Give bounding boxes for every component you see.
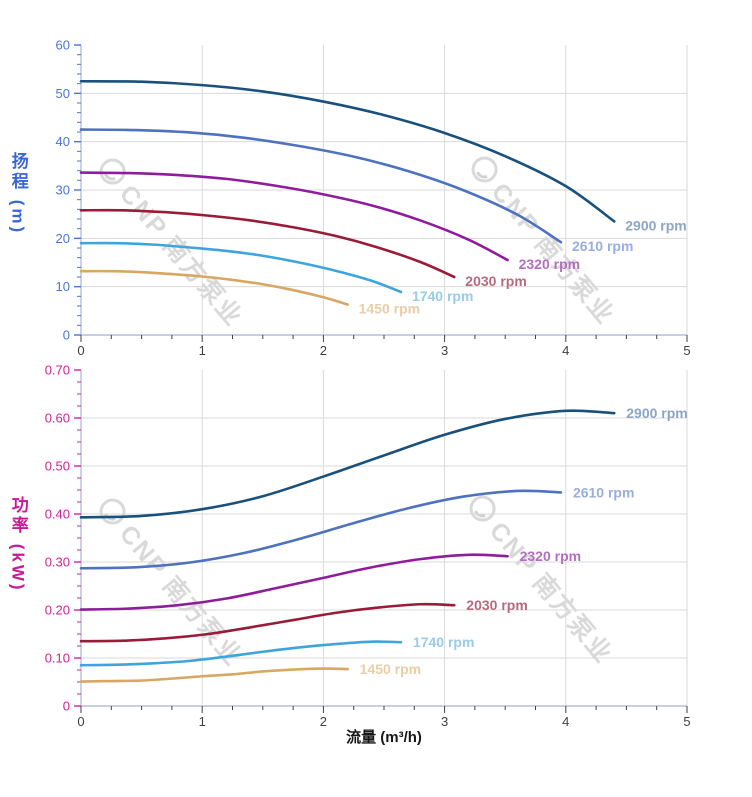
y-tick-label: 50: [56, 86, 70, 101]
curve-label-2030-rpm: 2030 rpm: [465, 273, 526, 289]
curve-label-2320-rpm: 2320 rpm: [519, 256, 580, 272]
curve-1740-rpm: [79, 640, 403, 667]
x-tick-label: 4: [562, 714, 569, 729]
y-tick-label: 30: [56, 183, 70, 198]
curve-2900-rpm: [79, 79, 616, 223]
y-tick-label: 0.40: [45, 507, 70, 522]
power-axis-title: 功率 (kW): [8, 496, 28, 593]
curve-2030-rpm: [79, 602, 456, 643]
y-tick-label: 0: [63, 699, 70, 714]
curve-2030-rpm: [79, 208, 456, 279]
y-tick-label: 0.60: [45, 411, 70, 426]
curve-label-2900-rpm: 2900 rpm: [625, 217, 686, 233]
curve-label-2030-rpm: 2030 rpm: [466, 597, 527, 613]
x-tick-label: 1: [199, 343, 206, 358]
x-tick-label: 4: [562, 343, 569, 358]
x-tick-label: 5: [683, 343, 690, 358]
curve-2320-rpm: [79, 171, 509, 262]
curve-2610-rpm: [79, 489, 563, 570]
x-tick-label: 0: [77, 343, 84, 358]
x-tick-label: 3: [441, 343, 448, 358]
y-tick-label: 60: [56, 38, 70, 53]
x-tick-label: 0: [77, 714, 84, 729]
curve-2610-rpm: [79, 128, 563, 244]
x-tick-label: 2: [320, 343, 327, 358]
y-tick-label: 0.30: [45, 555, 70, 570]
curve-label-1450-rpm: 1450 rpm: [359, 301, 420, 317]
curve-label-2320-rpm: 2320 rpm: [520, 548, 581, 564]
flow-axis-title: 流量 (m³/h): [346, 729, 422, 746]
curve-2900-rpm: [79, 409, 616, 519]
head-axis-title: 扬程 (m): [8, 152, 28, 236]
curve-label-2610-rpm: 2610 rpm: [572, 238, 633, 254]
curve-label-1450-rpm: 1450 rpm: [360, 661, 421, 677]
y-tick-label: 40: [56, 134, 70, 149]
x-tick-label: 5: [683, 714, 690, 729]
curve-label-1740-rpm: 1740 rpm: [412, 288, 473, 304]
curve-1450-rpm: [79, 667, 349, 683]
curve-2320-rpm: [79, 553, 509, 611]
curve-1740-rpm: [79, 241, 403, 294]
curve-label-2610-rpm: 2610 rpm: [573, 484, 634, 500]
y-tick-label: 0: [63, 328, 70, 343]
curve-label-2900-rpm: 2900 rpm: [626, 405, 687, 421]
y-tick-label: 0.70: [45, 363, 70, 378]
y-tick-label: 0.10: [45, 651, 70, 666]
y-tick-label: 0.20: [45, 603, 70, 618]
x-tick-label: 2: [320, 714, 327, 729]
y-tick-label: 20: [56, 231, 70, 246]
x-tick-label: 1: [199, 714, 206, 729]
curve-1450-rpm: [79, 269, 349, 306]
y-tick-label: 10: [56, 279, 70, 294]
curve-label-1740-rpm: 1740 rpm: [413, 634, 474, 650]
y-tick-label: 0.50: [45, 459, 70, 474]
x-tick-label: 3: [441, 714, 448, 729]
